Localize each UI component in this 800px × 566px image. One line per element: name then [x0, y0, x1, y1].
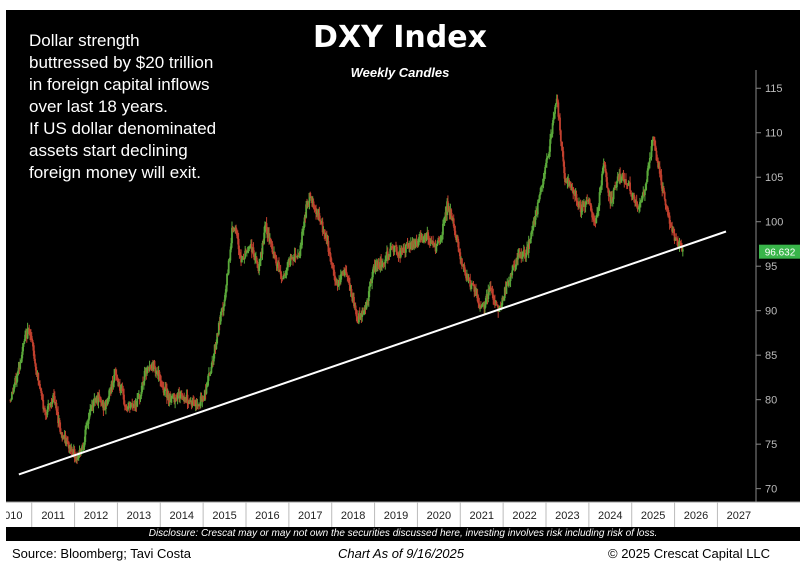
candle-body — [136, 399, 138, 407]
candle-body — [42, 400, 44, 409]
x-tick-label: 2020 — [427, 510, 451, 522]
candle-body — [405, 245, 407, 253]
annotation-line: If US dollar denominated — [29, 118, 269, 140]
footer-copyright: © 2025 Crescat Capital LLC — [608, 544, 770, 564]
x-tick-label: 2013 — [127, 510, 151, 522]
candle-body — [37, 373, 39, 381]
candle-body — [664, 192, 666, 199]
candle-body — [537, 203, 539, 215]
candle-body — [393, 246, 395, 252]
footer-source: Source: Bloomberg; Tavi Costa — [12, 544, 191, 564]
candle-body — [601, 174, 603, 186]
candle-body — [651, 141, 653, 146]
candle-body — [644, 191, 646, 195]
annotation-line: over last 18 years. — [29, 96, 269, 118]
candle-body — [506, 284, 508, 294]
y-tick-label: 90 — [765, 306, 777, 318]
y-tick-label: 105 — [765, 172, 783, 184]
annotation-line: buttressed by $20 trillion — [29, 52, 269, 74]
y-tick-label: 80 — [765, 395, 777, 407]
candle-body — [496, 302, 498, 304]
x-tick-label: 2018 — [341, 510, 365, 522]
candle-body — [206, 387, 208, 394]
y-tick-label: 95 — [765, 261, 777, 273]
candle-body — [403, 247, 405, 252]
y-tick-label: 70 — [765, 484, 777, 496]
candle-body — [113, 375, 115, 383]
y-tick-label: 110 — [765, 128, 783, 140]
x-tick-label: 2016 — [255, 510, 279, 522]
x-tick-label: 2019 — [384, 510, 408, 522]
x-tick-label: 2026 — [684, 510, 708, 522]
y-tick-label: 100 — [765, 217, 783, 229]
disclosure-text: Disclosure: Crescat may or may not own t… — [6, 528, 800, 539]
last-value-label: 96.632 — [765, 248, 796, 259]
x-tick-label: 2015 — [212, 510, 236, 522]
candle-body — [682, 249, 684, 251]
x-tick-label: 2021 — [469, 510, 493, 522]
candle-body — [540, 187, 542, 192]
annotation-line: assets start declining — [29, 140, 269, 162]
annotation-text: Dollar strength buttressed by $20 trilli… — [29, 30, 269, 184]
candle-body — [629, 183, 631, 191]
x-tick-label: 2017 — [298, 510, 322, 522]
candle-body — [490, 286, 492, 288]
x-tick-label: 2010 — [6, 510, 23, 522]
y-tick-label: 75 — [765, 439, 777, 451]
x-tick-label: 2011 — [41, 510, 65, 522]
x-tick-label: 2012 — [84, 510, 108, 522]
footer-as-of: Chart As of 9/16/2025 — [338, 544, 464, 564]
annotation-line: Dollar strength — [29, 30, 269, 52]
candle-body — [589, 199, 591, 203]
x-tick-label: 2023 — [555, 510, 579, 522]
candle-body — [223, 306, 225, 311]
x-tick-label: 2022 — [512, 510, 536, 522]
candle-body — [560, 130, 562, 141]
candle-body — [544, 167, 546, 174]
y-tick-label: 85 — [765, 350, 777, 362]
x-tick-label: 2024 — [598, 510, 622, 522]
candle-body — [228, 261, 230, 274]
candle-body — [85, 425, 87, 429]
x-tick-label: 2025 — [641, 510, 665, 522]
chart-title: DXY Index — [290, 20, 510, 55]
candle-body — [435, 246, 437, 252]
chart-subtitle: Weekly Candles — [300, 65, 500, 80]
annotation-line: in foreign capital inflows — [29, 74, 269, 96]
y-tick-label: 115 — [765, 83, 783, 95]
candle-body — [557, 103, 559, 117]
candle-body — [559, 118, 561, 131]
candle-body — [319, 220, 321, 222]
x-tick-label: 2014 — [169, 510, 193, 522]
candle-body — [47, 404, 49, 410]
annotation-line: foreign money will exit. — [29, 162, 269, 184]
candle-body — [271, 244, 273, 253]
candle-body — [511, 270, 513, 275]
candle-body — [649, 158, 651, 163]
candle-body — [613, 190, 615, 200]
x-tick-label: 2027 — [727, 510, 751, 522]
